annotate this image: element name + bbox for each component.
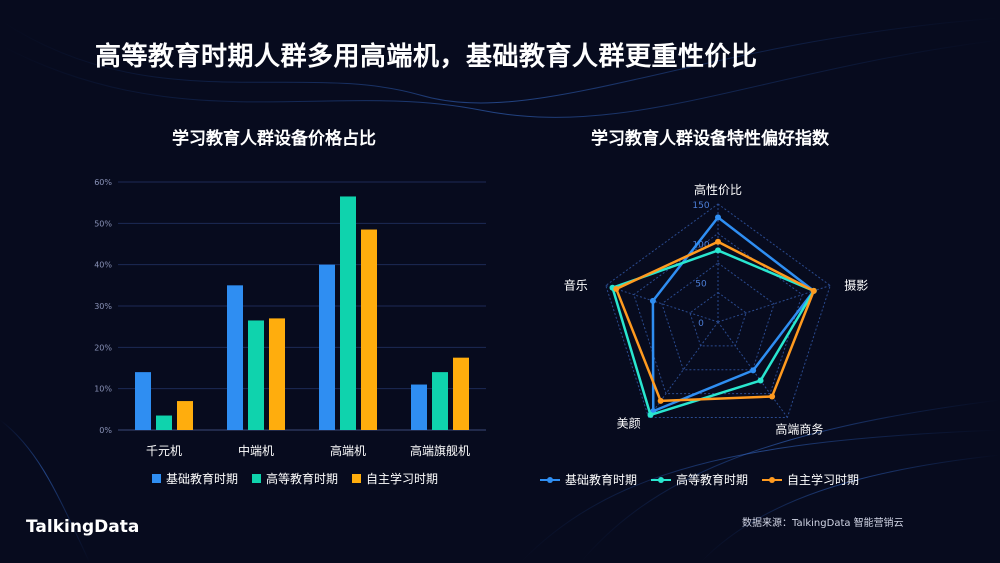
legend-label: 基础教育时期 (565, 473, 638, 487)
radar-axis-label: 音乐 (564, 278, 588, 293)
legend-swatch (252, 474, 262, 483)
legend-label: 自主学习时期 (366, 472, 439, 486)
x-tick-label: 高端机 (330, 443, 366, 458)
legend-label: 高等教育时期 (266, 472, 339, 486)
radar-legend: 基础教育时期 高等教育时期 自主学习时期 (540, 471, 859, 488)
legend-label: 高等教育时期 (676, 473, 749, 487)
radar-tick-label: 0 (698, 319, 704, 329)
radar-tick-label: 150 (692, 201, 709, 211)
y-tick-label: 50% (94, 219, 112, 228)
background-swirls (0, 17, 1000, 563)
radar-tick-label: 50 (695, 280, 707, 290)
bar (319, 264, 335, 430)
legend-label: 自主学习时期 (787, 473, 860, 487)
radar-point (715, 238, 721, 245)
radar-ring (605, 203, 831, 418)
radar-legend-item: 自主学习时期 (762, 471, 859, 488)
bar-legend-item: 基础教育时期 (152, 470, 238, 487)
bar (340, 196, 356, 430)
radar-series-line (614, 240, 816, 403)
radar-point (715, 214, 721, 221)
radar-point (757, 377, 764, 384)
radar-point (750, 367, 757, 374)
radar-series-line (651, 216, 816, 413)
radar-point (657, 397, 664, 404)
y-tick-label: 0% (99, 426, 112, 435)
bar (227, 285, 243, 430)
legend-swatch (152, 474, 161, 483)
radar-point (769, 393, 776, 400)
bar-legend: 基础教育时期 高等教育时期 自主学习时期 (152, 470, 438, 487)
radar-axis-label: 摄影 (844, 278, 868, 293)
x-tick-label: 高端旗舰机 (410, 443, 470, 458)
radar-ring (661, 262, 775, 371)
radar-legend-item: 基础教育时期 (540, 471, 637, 488)
y-tick-label: 20% (94, 343, 112, 352)
radar-axis-label: 美颜 (617, 415, 641, 430)
bar-legend-item: 自主学习时期 (352, 470, 438, 487)
radar-point (647, 411, 654, 418)
bar (177, 401, 193, 430)
bar (135, 372, 151, 430)
x-tick-label: 千元机 (146, 444, 182, 458)
radar-point (649, 297, 656, 304)
radar-ring (689, 291, 747, 347)
bar (411, 384, 427, 430)
legend-line-swatch (540, 475, 560, 485)
radar-point (715, 247, 721, 254)
bar-chart: 0% 10% 20% 30% 40% 50% 60% 千元机 中端机 高端机 高端旗舰机 (94, 178, 486, 458)
bar (248, 320, 264, 430)
bar-legend-item: 高等教育时期 (252, 470, 338, 487)
radar-axis-label: 高性价比 (694, 182, 742, 197)
legend-swatch (352, 474, 362, 483)
bar (269, 318, 285, 430)
bar (156, 415, 172, 430)
bar (432, 372, 448, 430)
legend-line-swatch (762, 475, 783, 485)
y-tick-label: 10% (94, 385, 112, 394)
y-tick-label: 40% (94, 261, 112, 270)
radar-point (613, 285, 620, 292)
bar (361, 229, 377, 430)
y-tick-label: 60% (94, 178, 112, 187)
radar-axis-label: 高端商务 (775, 421, 823, 436)
page-title: 高等教育时期人群多用高端机，基础教育人群更重性价比 (95, 42, 758, 72)
x-tick-label: 中端机 (238, 443, 274, 458)
bar-chart-title: 学习教育人群设备价格占比 (172, 129, 376, 149)
radar-point (810, 287, 817, 294)
radar-tick-label: 100 (692, 240, 709, 250)
bar (453, 357, 469, 430)
legend-label: 基础教育时期 (166, 472, 239, 486)
radar-legend-item: 高等教育时期 (651, 471, 748, 488)
talkingdata-logo: TalkingData (26, 517, 140, 537)
data-source-note: 数据来源：TalkingData 智能营销云 (742, 518, 904, 529)
legend-line-swatch (651, 475, 672, 485)
radar-chart-title: 学习教育人群设备特性偏好指数 (591, 129, 829, 149)
y-tick-label: 30% (94, 302, 112, 311)
